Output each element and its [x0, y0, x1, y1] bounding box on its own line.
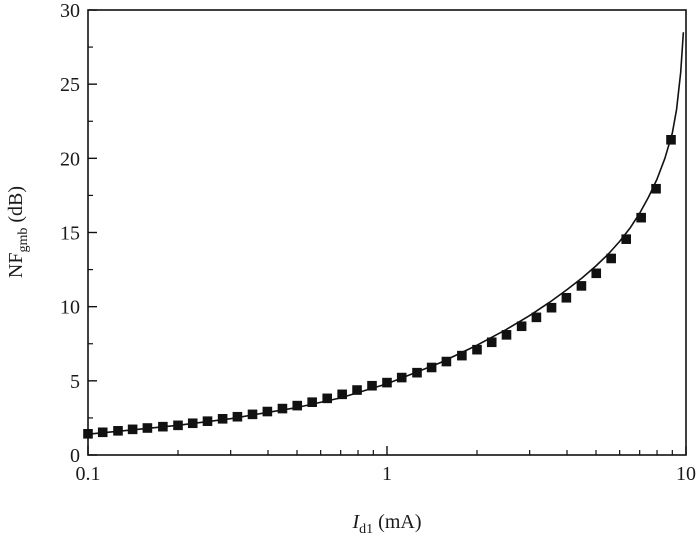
square-data-marker	[217, 414, 228, 424]
y-tick-label: 25	[60, 74, 80, 96]
square-data-marker	[127, 424, 138, 435]
square-data-marker	[591, 268, 602, 279]
fit-curve-line	[87, 32, 685, 436]
square-data-marker	[352, 385, 362, 395]
square-data-marker	[97, 427, 108, 438]
square-data-marker	[277, 403, 288, 414]
x-tick-label: 1	[382, 463, 392, 485]
square-data-marker	[262, 406, 273, 417]
square-data-marker	[516, 321, 527, 332]
square-data-marker	[546, 302, 557, 313]
square-data-marker	[307, 397, 317, 407]
y-tick-label: 15	[60, 223, 80, 245]
x-axis-title-unit: (mA)	[373, 511, 421, 533]
x-tick-label: 10	[676, 463, 696, 485]
square-data-marker	[202, 416, 213, 426]
y-tick-label: 30	[60, 0, 80, 22]
square-data-marker	[382, 377, 392, 388]
tick-labels: 0 5 10 15 20 25 30 0.1 1 10	[60, 0, 696, 485]
y-tick-label: 20	[60, 148, 80, 170]
y-axis-title-subscript: gmb	[16, 228, 31, 253]
square-data-marker	[501, 330, 512, 340]
square-data-marker	[457, 350, 467, 361]
square-data-marker	[292, 400, 303, 411]
square-data-marker	[142, 423, 153, 433]
square-data-marker	[441, 356, 452, 367]
y-axis-title-unit: (dB)	[5, 186, 27, 228]
plot-area-border	[87, 9, 687, 456]
square-data-marker	[113, 426, 123, 436]
y-tick-label: 0	[70, 445, 80, 467]
square-data-marker	[187, 418, 198, 429]
square-data-marker	[621, 234, 632, 244]
x-axis-title: Id1 (mA)	[352, 511, 422, 537]
y-axis-title: NFgmb (dB)	[5, 186, 31, 278]
data-series	[83, 32, 685, 439]
y-axis-title-main: NF	[5, 252, 27, 278]
square-data-marker	[158, 421, 168, 432]
square-data-marker	[367, 380, 377, 391]
square-data-marker	[561, 292, 572, 303]
square-data-marker	[247, 409, 258, 420]
x-axis-title-subscript: d1	[359, 522, 373, 537]
square-data-marker	[337, 389, 347, 400]
square-data-marker	[173, 420, 183, 431]
square-data-marker	[486, 337, 497, 348]
square-data-marker	[412, 367, 422, 378]
y-tick-label: 10	[60, 297, 80, 319]
square-data-marker	[636, 212, 646, 223]
square-data-marker	[576, 281, 587, 291]
x-axis-title-main: I	[352, 511, 361, 533]
square-data-marker	[322, 393, 333, 404]
square-data-marker	[396, 372, 407, 383]
square-data-marker	[232, 411, 243, 422]
square-data-marker	[472, 344, 482, 355]
x-tick-label: 0.1	[76, 463, 101, 485]
y-tick-label: 5	[70, 371, 80, 393]
square-data-marker	[666, 134, 676, 145]
square-data-marker	[83, 428, 93, 439]
square-data-marker	[651, 183, 661, 194]
tick-marks	[87, 9, 687, 456]
square-data-marker	[426, 362, 437, 373]
square-data-marker	[606, 253, 616, 264]
square-data-marker	[531, 312, 542, 323]
plot-frame	[87, 9, 687, 456]
